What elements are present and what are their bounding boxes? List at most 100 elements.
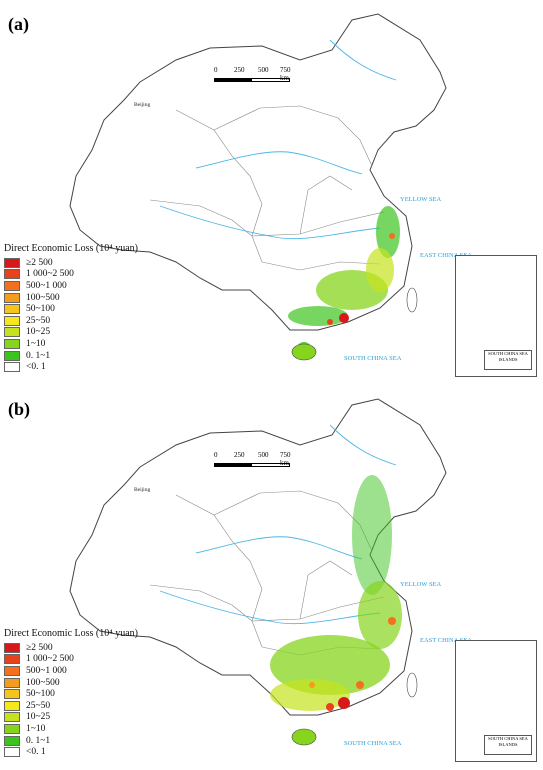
legend-item: 10~25: [4, 712, 138, 724]
scale-tick: 500: [258, 66, 269, 74]
legend-swatch: [4, 327, 20, 338]
legend-label: 1~10: [26, 723, 46, 734]
rivers: [159, 424, 397, 625]
legend-swatch: [4, 654, 20, 665]
legend-item: 1 000~2 500: [4, 269, 138, 281]
legend-item: 10~25: [4, 327, 138, 339]
legend-item: 1~10: [4, 338, 138, 350]
legend-item: 0. 1~1: [4, 735, 138, 747]
legend-item: 50~100: [4, 688, 138, 700]
sea-label-yellow: YELLOW SEA: [400, 196, 442, 203]
legend-item: ≥2 500: [4, 257, 138, 269]
scale-tick: 250: [234, 451, 245, 459]
legend-label: 25~50: [26, 315, 51, 326]
legend-label: 500~1 000: [26, 665, 67, 676]
legend-label: 1 000~2 500: [26, 654, 74, 665]
legend-item: 50~100: [4, 303, 138, 315]
legend-label: 0. 1~1: [26, 350, 51, 361]
legend-item: 0. 1~1: [4, 350, 138, 362]
legend-label: 100~500: [26, 677, 60, 688]
china-outline: [69, 13, 447, 331]
legend-swatch: [4, 257, 20, 268]
legend: Direct Economic Loss (10⁴ yuan) ≥2 500 1 …: [4, 243, 138, 373]
city-label: Beijing: [134, 487, 151, 493]
scale-tick: 500: [258, 451, 269, 459]
province-borders: [149, 105, 385, 271]
legend-label: <0. 1: [26, 362, 46, 373]
legend-items: ≥2 500 1 000~2 500 500~1 000 100~500 50~100 2…: [4, 642, 138, 758]
sea-label-east: EAST CHINA SEA: [420, 637, 472, 644]
legend-swatch: [4, 280, 20, 291]
legend-label: 50~100: [26, 689, 55, 700]
legend-item: <0. 1: [4, 361, 138, 373]
legend: Direct Economic Loss (10⁴ yuan) ≥2 500 1 …: [4, 628, 138, 758]
legend-swatch: [4, 269, 20, 280]
scale-bar: 0 250 500 750 km: [214, 451, 291, 467]
city-label: Beijing: [134, 102, 151, 108]
rivers: [159, 39, 397, 240]
legend-item: ≥2 500: [4, 642, 138, 654]
legend-title: Direct Economic Loss (10⁴ yuan): [4, 628, 139, 639]
legend-swatch: [4, 338, 20, 349]
scale-bar: 0 250 500 750 km: [214, 66, 291, 82]
legend-item: <0. 1: [4, 746, 138, 758]
scale-tick: 0: [214, 66, 218, 74]
sea-label-south: SOUTH CHINA SEA: [344, 740, 402, 747]
legend-label: ≥2 500: [26, 257, 53, 268]
legend-swatch: [4, 350, 20, 361]
scale-tick: 250: [234, 66, 245, 74]
legend-swatch: [4, 747, 20, 758]
sea-label-east: EAST CHINA SEA: [420, 252, 472, 259]
legend-swatch: [4, 292, 20, 303]
legend-swatch: [4, 304, 20, 315]
map-panel-b: (b) 0 250 500 750 km YELLOW SEA EAST CHI…: [0, 385, 543, 770]
legend-label: 1~10: [26, 338, 46, 349]
legend-label: 10~25: [26, 327, 51, 338]
legend-item: 500~1 000: [4, 665, 138, 677]
legend-swatch: [4, 677, 20, 688]
legend-swatch: [4, 723, 20, 734]
legend-item: 1~10: [4, 723, 138, 735]
legend-item: 1 000~2 500: [4, 654, 138, 666]
legend-swatch: [4, 712, 20, 723]
panel-label: (b): [8, 399, 30, 419]
legend-label: 10~25: [26, 712, 51, 723]
scale-tick: 0: [214, 451, 218, 459]
china-map-a: [69, 13, 447, 361]
legend-item: 100~500: [4, 677, 138, 689]
sea-label-south: SOUTH CHINA SEA: [344, 355, 402, 362]
scale-tick: 750 km: [280, 66, 291, 82]
legend-label: 50~100: [26, 304, 55, 315]
legend-label: ≥2 500: [26, 642, 53, 653]
legend-label: 0. 1~1: [26, 735, 51, 746]
legend-label: 1 000~2 500: [26, 269, 74, 280]
legend-label: 500~1 000: [26, 280, 67, 291]
legend-swatch: [4, 665, 20, 676]
legend-swatch: [4, 735, 20, 746]
legend-label: 100~500: [26, 292, 60, 303]
map-panel-a: (a) 0 250 500 750 km YELLOW SEA EAST CHI…: [4, 13, 537, 377]
scale-tick: 750 km: [280, 451, 291, 467]
legend-item: 25~50: [4, 315, 138, 327]
legend-title: Direct Economic Loss (10⁴ yuan): [4, 243, 139, 254]
legend-item: 500~1 000: [4, 280, 138, 292]
inset-caption: SOUTH CHINA SEA ISLANDS: [484, 350, 532, 370]
legend-swatch: [4, 315, 20, 326]
china-outline: [69, 398, 447, 716]
scale-line: [214, 78, 290, 82]
china-map-b: [69, 398, 447, 746]
legend-label: 25~50: [26, 700, 51, 711]
loss-area: [270, 475, 402, 711]
legend-swatch: [4, 362, 20, 373]
inset-caption: SOUTH CHINA SEA ISLANDS: [484, 735, 532, 755]
legend-items: ≥2 500 1 000~2 500 500~1 000 100~500 50~100 2…: [4, 257, 138, 373]
panel-label: (a): [8, 14, 29, 34]
sea-label-yellow: YELLOW SEA: [400, 581, 442, 588]
legend-item: 100~500: [4, 292, 138, 304]
scale-line: [214, 463, 290, 467]
legend-swatch: [4, 642, 20, 653]
legend-item: 25~50: [4, 700, 138, 712]
legend-swatch: [4, 689, 20, 700]
legend-label: <0. 1: [26, 747, 46, 758]
legend-swatch: [4, 700, 20, 711]
